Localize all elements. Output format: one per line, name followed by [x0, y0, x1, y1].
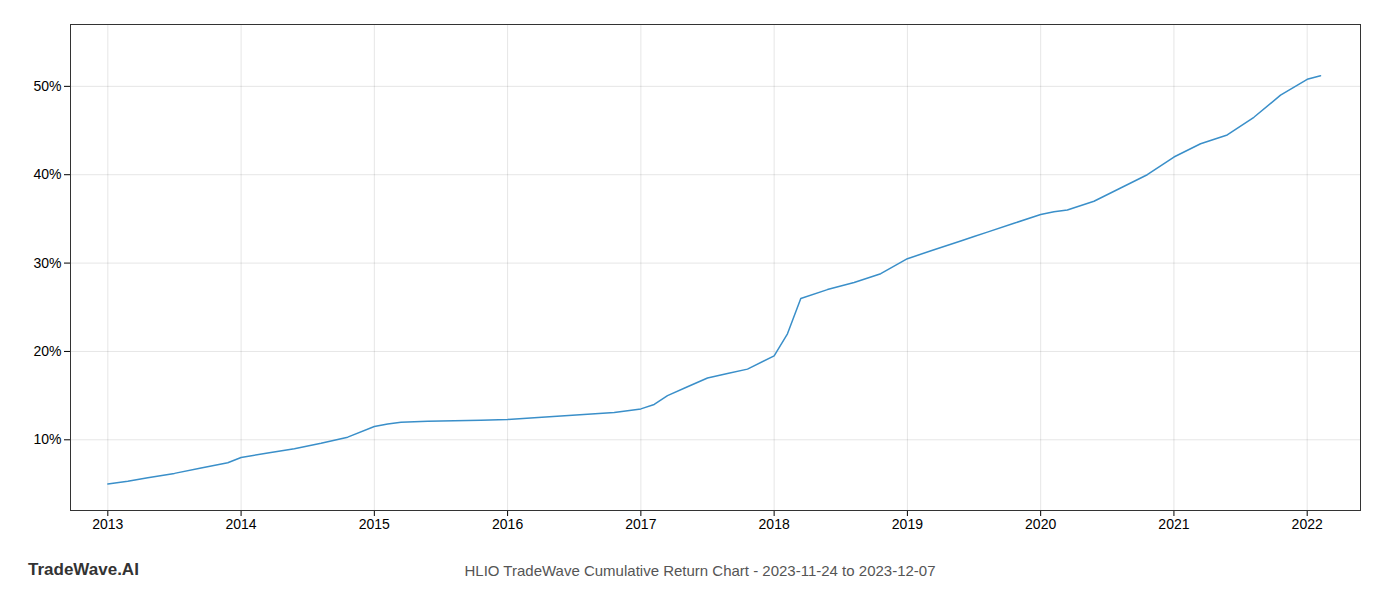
svg-text:50%: 50% — [33, 78, 61, 94]
svg-text:20%: 20% — [33, 343, 61, 359]
svg-text:2017: 2017 — [625, 516, 656, 532]
svg-text:30%: 30% — [33, 255, 61, 271]
svg-text:2019: 2019 — [892, 516, 923, 532]
svg-text:2015: 2015 — [359, 516, 390, 532]
svg-text:2013: 2013 — [92, 516, 123, 532]
svg-text:2014: 2014 — [226, 516, 257, 532]
svg-text:2020: 2020 — [1025, 516, 1056, 532]
html-text:TradeWave.AI: TradeWave.AI — [28, 560, 139, 579]
svg-text:2018: 2018 — [759, 516, 790, 532]
svg-text:10%: 10% — [33, 431, 61, 447]
svg-text:2016: 2016 — [492, 516, 523, 532]
svg-text:2021: 2021 — [1158, 516, 1189, 532]
svg-text:2022: 2022 — [1292, 516, 1323, 532]
svg-text:40%: 40% — [33, 166, 61, 182]
html-text:HLIO TradeWave Cumulative Retu: HLIO TradeWave Cumulative Return Chart -… — [464, 562, 936, 579]
